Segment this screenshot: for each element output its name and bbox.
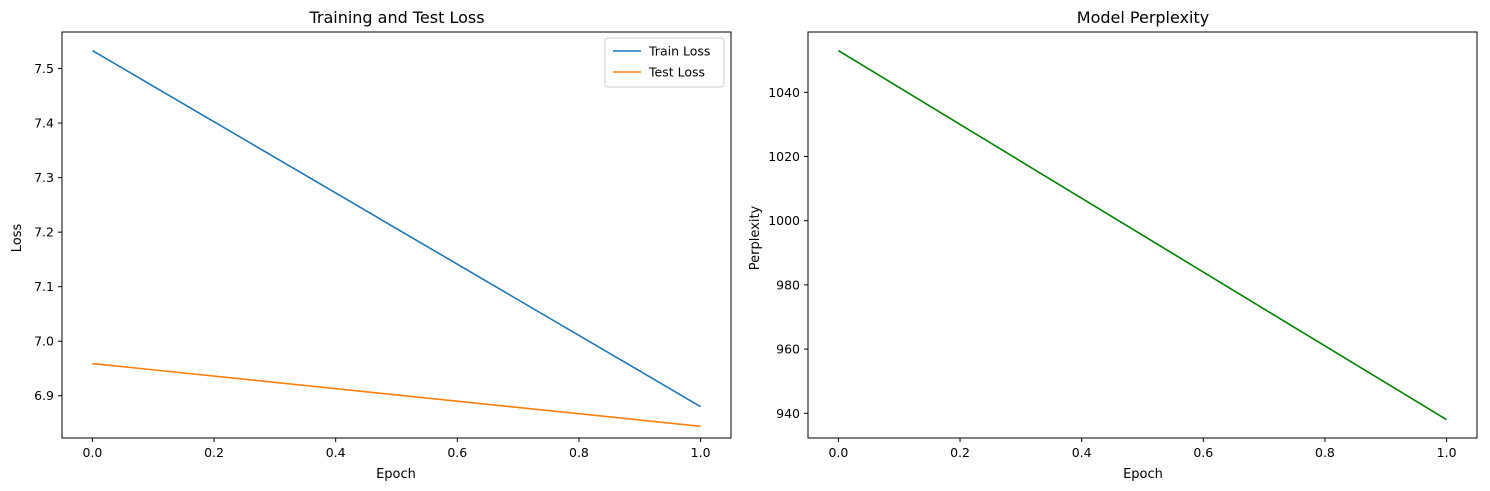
loss-chart-ylabel: Loss [10,224,25,253]
loss-ytick-label: 7.2 [34,225,54,240]
loss-chart-panel: Training and Test Loss Epoch Loss 0.0 0.2… [10,8,732,482]
perplexity-ytick-label: 1040 [768,85,800,100]
loss-xtick-label: 0.4 [326,445,346,460]
perplexity-xtick-label: 0.0 [828,445,848,460]
loss-ytick-label: 7.0 [34,334,54,349]
test-loss-line [92,362,701,428]
perplexity-ytick-label: 940 [776,406,800,421]
loss-ytick-label: 6.9 [34,388,54,403]
perplexity-ytick-label: 980 [776,277,800,292]
loss-ytick-label: 7.3 [34,170,54,185]
train-loss-line [92,49,701,408]
loss-plot-frame [61,31,732,439]
loss-xtick-label: 0.8 [569,445,589,460]
perplexity-xtick-label: 0.4 [1072,445,1092,460]
perplexity-plot-frame [807,31,1478,439]
loss-xtick-label: 0.6 [447,445,467,460]
loss-ytick-label: 7.1 [34,279,54,294]
perplexity-chart-panel: Model Perplexity Epoch Perplexity 0.0 0.2… [748,8,1478,482]
perplexity-chart-ylabel: Perplexity [748,205,763,270]
loss-ytick-label: 7.5 [34,61,54,76]
loss-ytick-label: 7.4 [34,116,54,131]
loss-chart-title: Training and Test Loss [308,8,484,27]
perplexity-ytick-label: 1020 [768,149,800,164]
perplexity-line [837,49,1448,421]
perplexity-chart-xlabel: Epoch [1123,467,1163,482]
loss-xtick-label: 0.2 [204,445,224,460]
perplexity-xtick-label: 0.2 [950,445,970,460]
loss-xtick-label: 1.0 [691,445,711,460]
perplexity-chart-title: Model Perplexity [1077,8,1209,27]
loss-legend: Train Loss Test Loss [604,37,725,88]
loss-chart-xlabel: Epoch [376,467,416,482]
perplexity-xtick-label: 0.8 [1315,445,1335,460]
loss-xtick-label: 0.0 [82,445,102,460]
perplexity-ytick-label: 1000 [768,213,800,228]
perplexity-ytick-label: 960 [776,342,800,357]
legend-label-test-loss: Test Loss [648,65,705,80]
perplexity-xtick-label: 0.6 [1193,445,1213,460]
perplexity-xtick-label: 1.0 [1437,445,1457,460]
legend-label-train-loss: Train Loss [648,44,710,59]
